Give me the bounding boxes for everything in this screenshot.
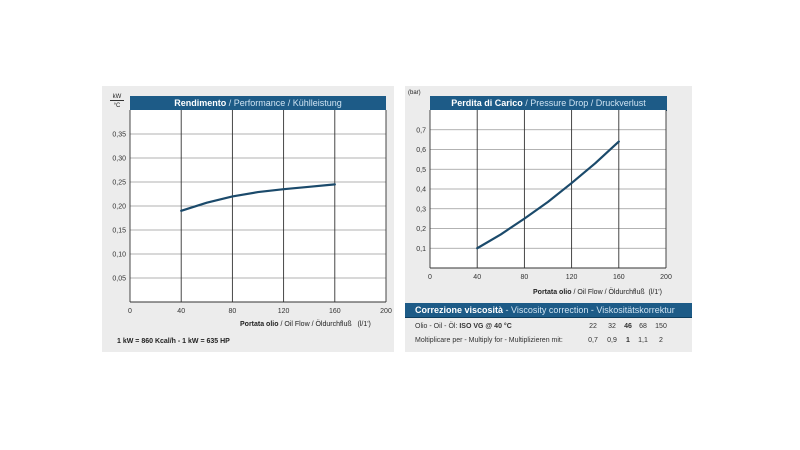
x-axis-label-2: Portata olio / Oil Flow / Öldurchfluß (l… <box>533 289 662 296</box>
y-tick-label: 0,2 <box>416 226 426 233</box>
y-tick-label: 0,20 <box>112 204 126 211</box>
y-tick-label: 0,5 <box>416 167 426 174</box>
x-tick-label: 200 <box>660 274 672 281</box>
viscosity-value: 68 <box>639 323 647 330</box>
y-tick-label: 0,4 <box>416 187 426 194</box>
y-tick-label: 0,05 <box>112 276 126 283</box>
x-tick-label: 0 <box>428 274 432 281</box>
y-tick-label: 0,1 <box>416 246 426 253</box>
x-tick-label: 160 <box>613 274 625 281</box>
viscosity-header: Correzione viscosità - Viscosity correct… <box>405 303 692 318</box>
viscosity-value: 150 <box>655 323 667 330</box>
x-tick-label: 120 <box>278 308 290 315</box>
viscosity-value: 2 <box>659 337 663 344</box>
viscosity-value: 46 <box>624 323 632 330</box>
y-unit-c: °C <box>113 103 121 109</box>
footnote: 1 kW = 860 Kcal/h - 1 kW = 635 HP <box>117 338 230 345</box>
y-tick-label: 0,15 <box>112 228 126 235</box>
data-series-line <box>476 140 620 250</box>
x-tick-label: 160 <box>329 308 341 315</box>
viscosity-value: 1,1 <box>638 337 648 344</box>
y-tick-label: 0,30 <box>112 156 126 163</box>
viscosity-value: 0,7 <box>588 337 598 344</box>
x-tick-label: 40 <box>177 308 185 315</box>
y-tick-label: 0,35 <box>112 132 126 139</box>
x-axis-label-1: Portata olio / Oil Flow / Öldurchfluß (l… <box>240 321 371 328</box>
x-tick-label: 80 <box>229 308 237 315</box>
x-tick-label: 200 <box>380 308 392 315</box>
x-tick-label: 40 <box>473 274 481 281</box>
viscosity-row1-label: Olio - Oil - Öl: ISO VG @ 40 °C <box>415 323 512 330</box>
viscosity-value: 32 <box>608 323 616 330</box>
viscosity-row2-label: Moltiplicare per - Multiply for - Multip… <box>415 337 563 344</box>
data-series-line <box>180 183 336 212</box>
y-tick-label: 0,25 <box>112 180 126 187</box>
x-tick-label: 0 <box>128 308 132 315</box>
x-tick-label: 80 <box>521 274 529 281</box>
y-tick-label: 0,7 <box>416 127 426 134</box>
y-tick-label: 0,3 <box>416 206 426 213</box>
viscosity-value: 22 <box>589 323 597 330</box>
x-tick-label: 120 <box>566 274 578 281</box>
y-tick-label: 0,6 <box>416 147 426 154</box>
viscosity-value: 0,9 <box>607 337 617 344</box>
y-unit-kw: kW <box>110 94 124 101</box>
y-unit-bar: (bar) <box>408 90 421 96</box>
y-tick-label: 0,10 <box>112 252 126 259</box>
viscosity-value: 1 <box>626 337 630 344</box>
